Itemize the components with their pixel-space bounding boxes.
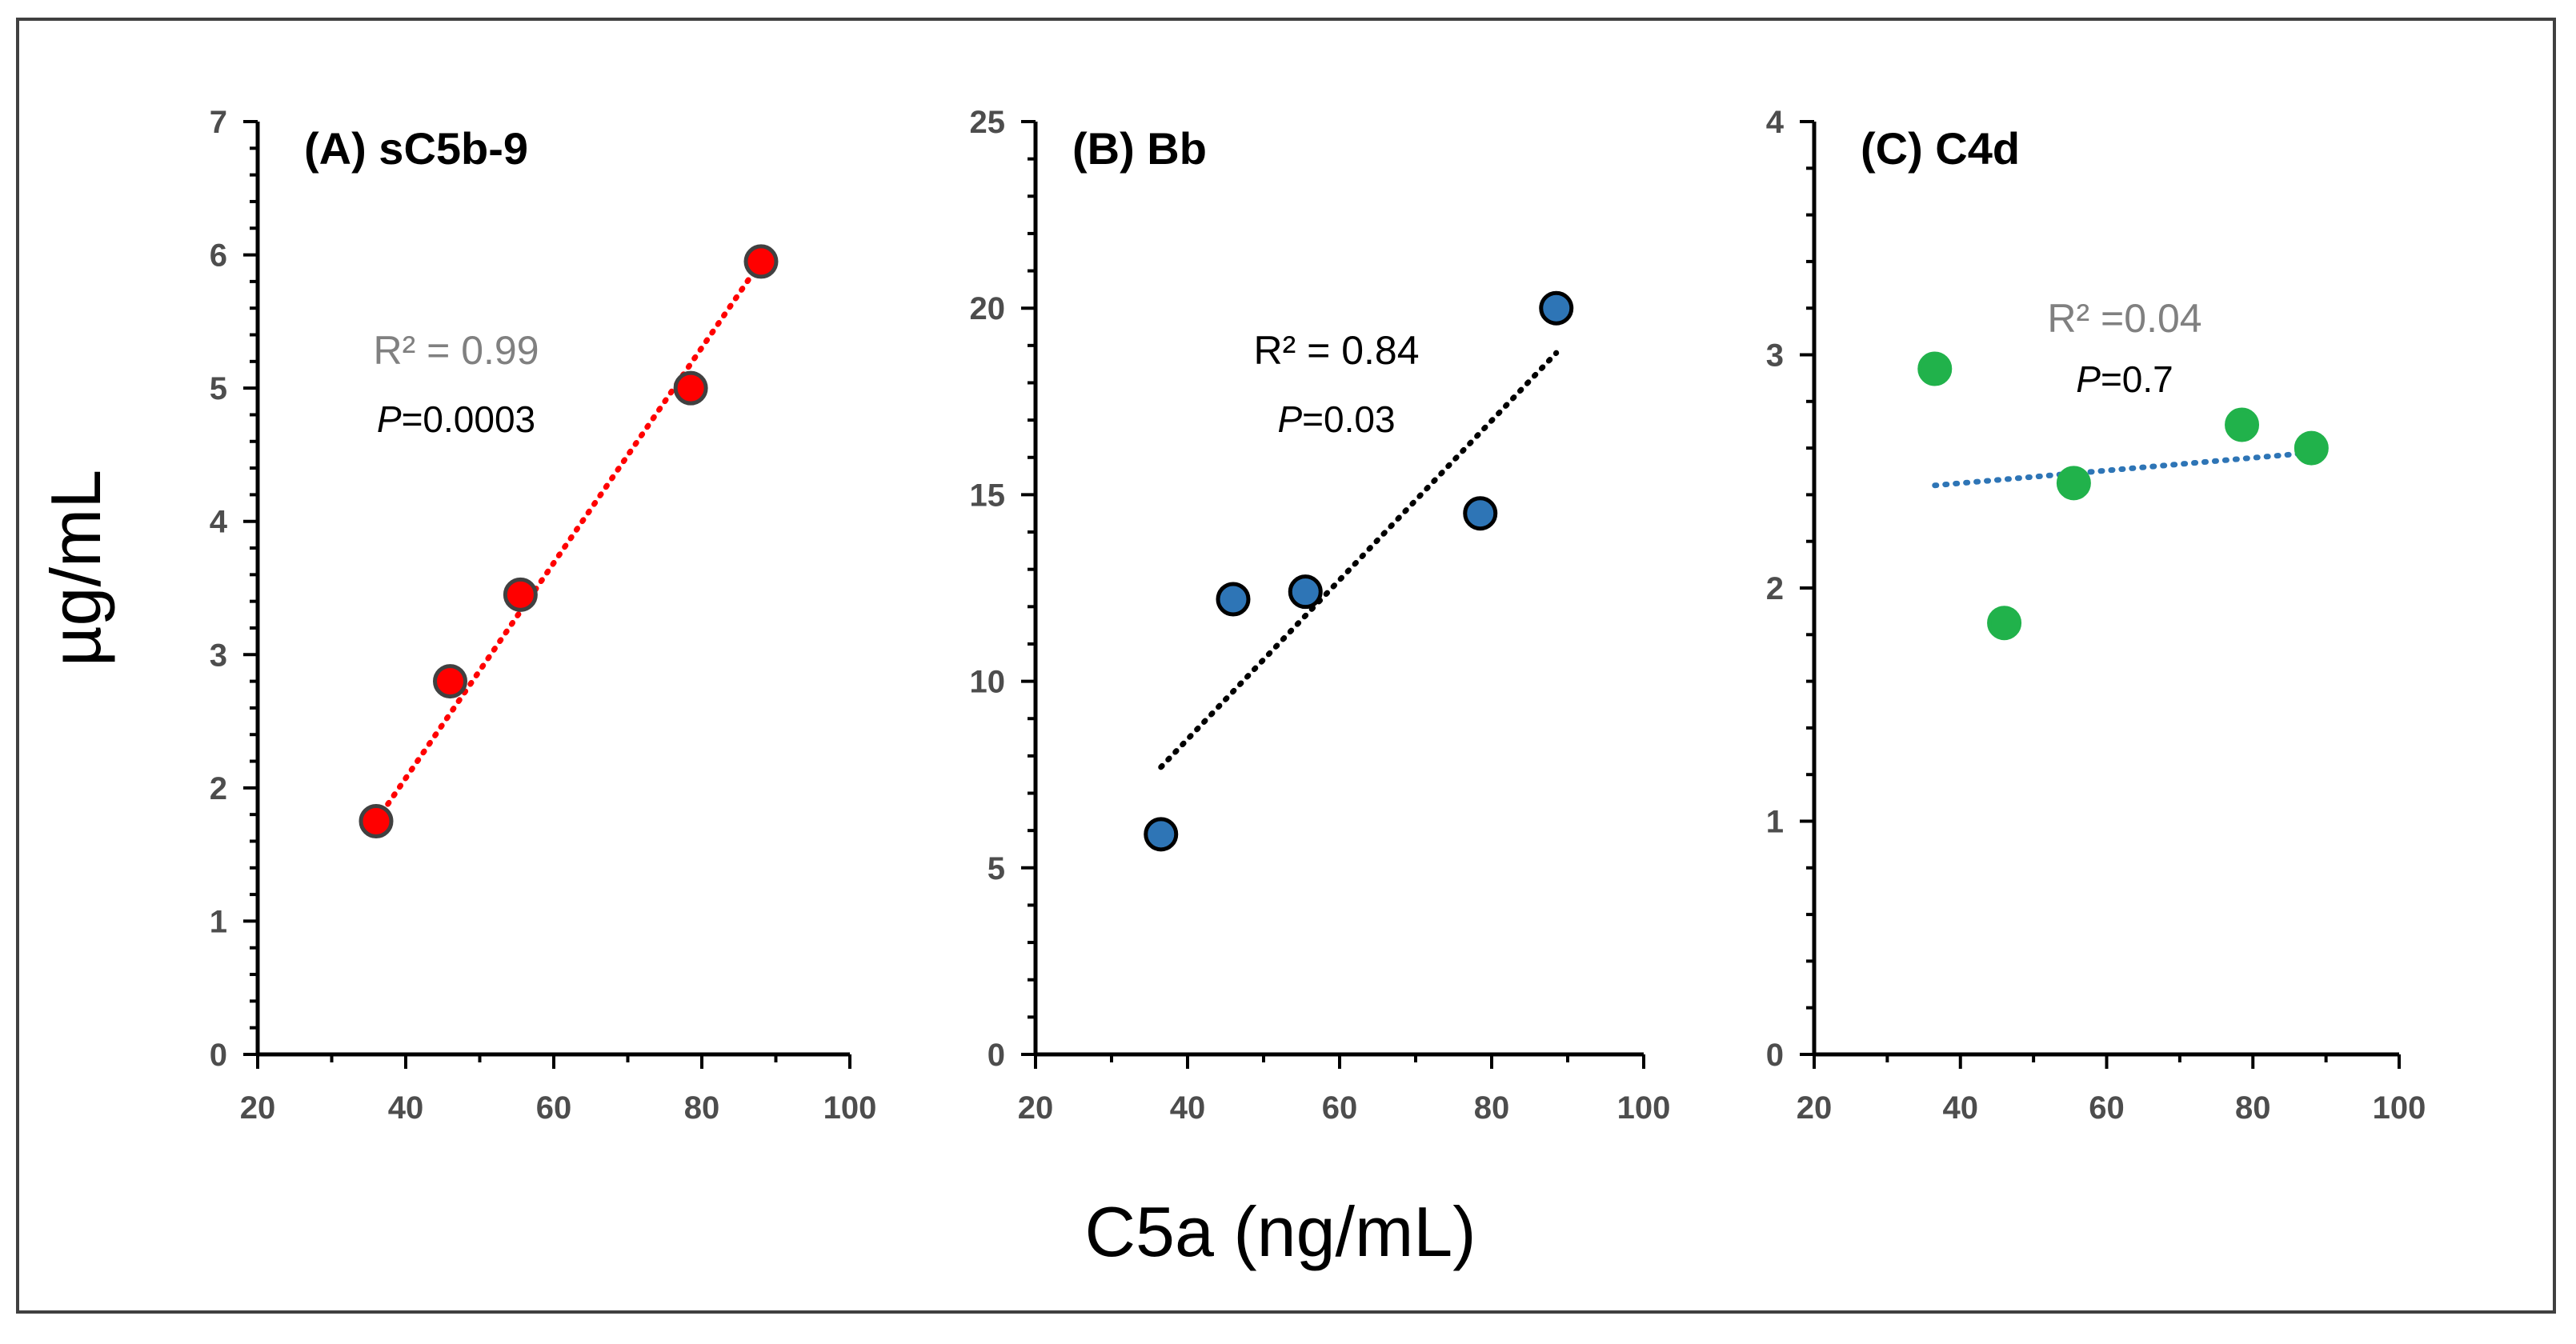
y-tick-label-c: 3	[1766, 338, 1784, 374]
y-tick-label-b: 5	[988, 851, 1005, 886]
y-tick-label-a: 4	[210, 505, 228, 540]
y-tick-label-a: 0	[210, 1038, 227, 1073]
y-tick-label-a: 3	[210, 638, 227, 673]
data-point-c	[2225, 407, 2260, 442]
x-tick-label-b: 20	[1018, 1090, 1054, 1126]
data-point-c	[1917, 351, 1953, 386]
data-point-b	[1288, 574, 1323, 610]
y-tick-label-b: 10	[970, 665, 1006, 700]
p-letter-a: P	[377, 398, 402, 440]
x-tick-label-b: 60	[1322, 1090, 1358, 1126]
p-number-a: =0.0003	[402, 398, 536, 440]
y-tick-label-b: 25	[970, 105, 1006, 140]
x-tick-label-a: 20	[240, 1090, 276, 1126]
y-tick-label-b: 0	[988, 1038, 1005, 1073]
panel-title-c: (C) C4d	[1861, 123, 2020, 174]
p-letter-b: P	[1277, 398, 1302, 440]
x-tick-label-c: 40	[1943, 1090, 1979, 1126]
data-point-b	[1463, 496, 1498, 531]
data-point-a	[359, 804, 394, 838]
x-tick-label-c: 100	[2373, 1090, 2426, 1126]
data-point-c	[2056, 466, 2091, 501]
y-tick-label-c: 2	[1766, 571, 1784, 606]
x-tick-label-a: 60	[536, 1090, 572, 1126]
p-number-b: =0.03	[1302, 398, 1395, 440]
y-tick-label-c: 1	[1766, 805, 1784, 840]
p-value-annotation-a: P=0.0003	[377, 398, 535, 440]
x-axis-title: C5a (ng/mL)	[1084, 1192, 1476, 1271]
data-point-a	[743, 244, 779, 279]
y-tick-label-a: 2	[210, 771, 227, 806]
figure-border	[16, 18, 2556, 1314]
x-tick-label-b: 40	[1170, 1090, 1206, 1126]
p-value-annotation-b: P=0.03	[1277, 398, 1395, 440]
panel-title-b: (B) Bb	[1072, 123, 1207, 174]
x-tick-label-a: 80	[684, 1090, 720, 1126]
x-tick-label-c: 20	[1797, 1090, 1833, 1126]
data-point-c	[2294, 430, 2329, 466]
y-tick-label-a: 1	[210, 904, 227, 939]
r2-annotation-b: R² = 0.84	[1253, 328, 1419, 373]
panel-a-sc5b9: 0 1 2 3 4 5 6 7 20 40 60 80 100 (A) sC5b-9 R² = 0.99 P=…	[210, 105, 877, 1126]
r2-annotation-a: R² = 0.99	[373, 328, 539, 373]
data-point-a	[433, 664, 467, 699]
panel-title-a: (A) sC5b-9	[304, 123, 528, 174]
data-point-b	[1144, 817, 1179, 852]
y-tick-label-b: 20	[970, 291, 1006, 326]
y-tick-label-a: 7	[210, 105, 227, 140]
y-tick-label-a: 6	[210, 238, 227, 274]
x-tick-label-c: 60	[2089, 1090, 2125, 1126]
r2-annotation-c: R² =0.04	[2047, 296, 2201, 341]
data-point-b	[1539, 290, 1574, 326]
data-point-c	[1987, 606, 2022, 641]
data-point-a	[673, 370, 708, 406]
p-number-c: =0.7	[2101, 358, 2173, 400]
panel-b-bb: 0 5 10 15 20 25 20 40 60 80 100 (B) Bb R² = 0.84 P=0.…	[970, 105, 1671, 1126]
x-tick-label-b: 100	[1617, 1090, 1671, 1126]
trendline-b	[1158, 350, 1560, 770]
x-tick-label-b: 80	[1474, 1090, 1510, 1126]
x-tick-label-a: 100	[823, 1090, 877, 1126]
x-tick-label-c: 80	[2235, 1090, 2271, 1126]
y-tick-label-b: 15	[970, 478, 1006, 513]
y-axis-title: µg/mL	[36, 470, 115, 666]
x-tick-label-a: 40	[388, 1090, 424, 1126]
trendline-a	[373, 258, 764, 824]
data-point-a	[503, 577, 538, 612]
trendline-c	[1932, 450, 2314, 489]
p-value-annotation-c: P=0.7	[2076, 358, 2173, 400]
data-point-b	[1216, 582, 1251, 617]
y-tick-label-c: 0	[1766, 1038, 1784, 1073]
y-tick-label-c: 4	[1766, 105, 1785, 140]
p-letter-c: P	[2076, 358, 2101, 400]
panel-c-c4d: 0 1 2 3 4 20 40 60 80 100 (C) C4d R² =0.04 P=0.7	[1766, 105, 2426, 1126]
y-tick-label-a: 5	[210, 371, 227, 406]
